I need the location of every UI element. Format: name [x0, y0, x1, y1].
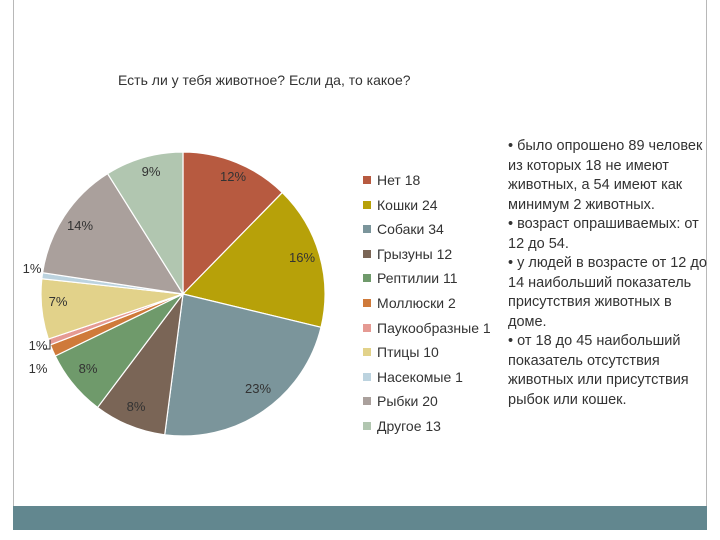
legend-label: Рептилии 11 — [377, 270, 458, 287]
legend-swatch — [363, 323, 371, 332]
pie-percent-label: 16% — [289, 250, 315, 265]
legend-swatch — [363, 299, 371, 307]
pie-slice-1 — [182, 151, 284, 296]
legend-swatch — [363, 372, 371, 381]
note-bullet: • у людей в возрасте от 12 до 14 наиболь… — [508, 255, 707, 330]
legend-swatch — [363, 397, 371, 406]
legend-label: Нет 18 — [377, 172, 421, 188]
slide-frame — [13, 0, 707, 520]
legend-swatch — [363, 348, 371, 357]
legend-label: Насекомые 1 — [377, 368, 463, 385]
legend-label: Грызуны 12 — [377, 245, 453, 262]
chart-title: Есть ли у тебя животное? Если да, то как… — [118, 72, 411, 88]
legend-label: Кошки 24 — [377, 196, 438, 213]
legend-label: Моллюски 2 — [377, 295, 456, 311]
pie-slice-3 — [164, 293, 322, 437]
pie-percent-label: 1% — [29, 361, 48, 376]
legend-swatch — [363, 225, 371, 234]
pie-percent-label: 8% — [127, 399, 146, 414]
note-bullet: • возраст опрашиваемых: от 12 до 54. — [508, 216, 699, 252]
note-bullet: • было опрошено 89 человек из которых 18… — [508, 138, 703, 213]
pie-percent-label: 14% — [67, 218, 93, 233]
notes-text: • было опрошено 89 человек из которых 18… — [508, 137, 708, 410]
pie-percent-label: 9% — [142, 164, 161, 179]
pie-percent-label: 1% — [29, 338, 48, 353]
pie-slice-10 — [41, 172, 185, 295]
pie-percent-label: 23% — [245, 381, 271, 396]
legend-swatch — [363, 422, 371, 430]
legend-swatch — [363, 249, 371, 258]
pie-percent-label: 8% — [79, 361, 98, 376]
legend-swatch — [363, 176, 371, 184]
pie-percent-label: 12% — [220, 169, 246, 184]
legend-label: Птицы 10 — [377, 344, 439, 361]
legend-swatch — [363, 274, 371, 283]
leader-line — [44, 340, 51, 350]
pie-slice-2 — [181, 191, 326, 329]
pie-slice-11 — [106, 151, 184, 297]
legend-label: Другое 13 — [377, 418, 441, 434]
note-bullet: • от 18 до 45 наибольший показатель отсу… — [508, 333, 689, 408]
slide-footer-bar — [13, 506, 707, 530]
pie-percent-label: 7% — [49, 294, 68, 309]
pie-percent-label: 1% — [23, 261, 42, 276]
legend-label: Паукообразные 1 — [377, 319, 491, 336]
legend-swatch — [363, 200, 371, 209]
legend-label: Рыбки 20 — [377, 393, 438, 410]
legend-label: Собаки 34 — [377, 221, 444, 238]
